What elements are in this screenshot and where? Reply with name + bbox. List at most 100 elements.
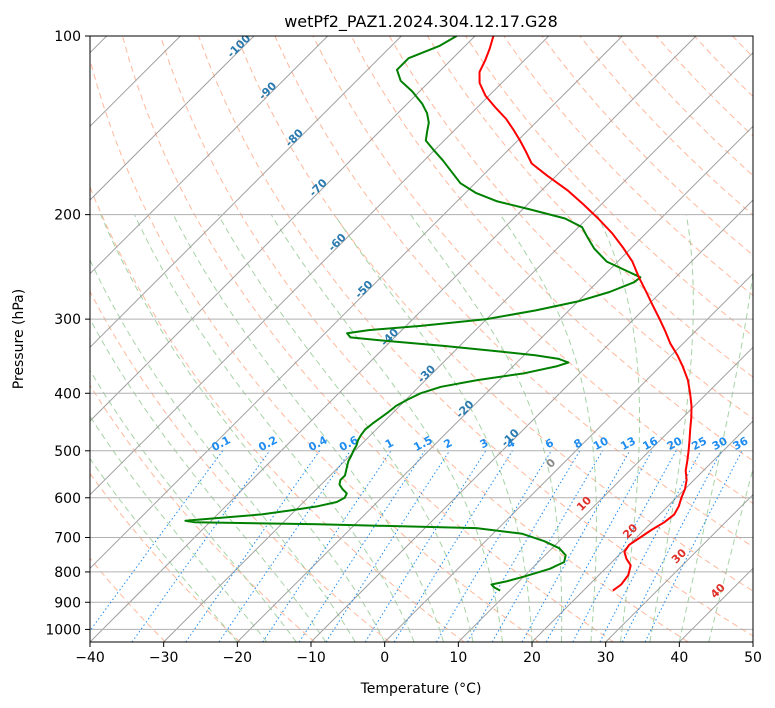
moist-adiabat <box>90 457 238 642</box>
isotherm <box>90 36 623 570</box>
y-tick-label: 400 <box>54 386 81 402</box>
temperature-profile-line <box>478 36 693 592</box>
moist-adiabat-label: 0 <box>544 456 559 471</box>
mixing-ratio-label: 30 <box>710 434 730 453</box>
moist-adiabat-label: 30 <box>669 546 689 566</box>
isotherm <box>531 420 753 642</box>
dry-adiabat <box>236 36 753 592</box>
isotherm <box>163 51 753 642</box>
dry-adiabat <box>465 36 753 337</box>
dry-adiabat <box>426 36 753 378</box>
mixing-ratio-line <box>467 450 581 642</box>
dry-adiabat <box>121 36 614 642</box>
isotherm <box>605 493 753 642</box>
x-tick-label: 50 <box>744 650 762 666</box>
isotherm <box>90 36 476 422</box>
y-tick-label: 800 <box>54 565 81 581</box>
moist-adiabats <box>90 214 753 642</box>
moist-adiabat <box>708 466 753 642</box>
moist-adiabat <box>90 258 356 642</box>
isotherm <box>310 199 753 642</box>
dry-adiabat <box>771 36 775 642</box>
moist-adiabat <box>90 415 268 642</box>
x-axis-label: Temperature (°C) <box>360 681 482 697</box>
dry-adiabat <box>90 185 465 642</box>
y-axis-ticks: 1000 900 800 700 600 500 400 300 200 100 <box>45 29 90 638</box>
y-tick-label: 900 <box>54 595 81 611</box>
dry-adiabat <box>90 57 540 642</box>
dewpoint-profile-line <box>184 36 642 592</box>
moist-adiabat <box>596 214 640 642</box>
isotherm <box>384 272 753 642</box>
moist-adiabat <box>217 214 474 642</box>
isobar-lines <box>90 36 753 630</box>
mixing-ratio-label: 25 <box>689 434 709 453</box>
dry-adiabat <box>90 472 241 642</box>
x-tick-label: 0 <box>380 650 389 666</box>
chart-title: wetPf2_PAZ1.2024.304.12.17.G28 <box>284 12 558 32</box>
mixing-ratio-label: 10 <box>591 434 611 453</box>
y-tick-label: 600 <box>54 491 81 507</box>
moist-adiabat <box>90 318 327 642</box>
moist-adiabat-label: 10 <box>574 493 594 513</box>
mixing-ratio-line <box>262 450 392 642</box>
x-tick-label: −10 <box>296 650 326 666</box>
y-tick-label: 1000 <box>45 622 81 638</box>
dry-adiabat-label: -90 <box>256 79 279 102</box>
dry-adiabat <box>388 36 753 420</box>
dry-adiabat <box>503 36 753 296</box>
dry-adiabat <box>274 36 753 548</box>
mixing-ratio-line <box>545 450 653 642</box>
moist-adiabat <box>649 214 694 642</box>
isotherm <box>90 36 697 642</box>
x-tick-label: 20 <box>523 650 541 666</box>
dry-adiabat <box>90 290 390 642</box>
moist-adiabat <box>410 214 563 642</box>
mixing-ratio-line <box>90 450 224 632</box>
moist-adiabat <box>172 214 445 642</box>
y-tick-label: 300 <box>54 312 81 328</box>
moist-adiabat <box>270 214 503 642</box>
dry-adiabat-label: -30 <box>415 362 438 385</box>
mixing-ratio-label: 2 <box>442 436 455 451</box>
isotherm <box>457 346 753 642</box>
mixing-ratio-lines <box>90 450 743 642</box>
isotherm <box>236 125 753 642</box>
x-tick-label: −30 <box>149 650 179 666</box>
isotherm <box>90 36 329 275</box>
y-tick-label: 200 <box>54 208 81 224</box>
mixing-ratio-line <box>435 450 552 642</box>
mixing-ratio-line <box>644 450 743 642</box>
plot-area: 0.1 0.2 0.4 0.6 1 1.5 2 3 4 6 8 10 13 16 20 25 30 36-100-… <box>90 36 775 642</box>
mixing-ratio-line <box>325 450 451 642</box>
y-axis-label: Pressure (hPa) <box>11 289 27 389</box>
mixing-ratio-line <box>185 450 321 642</box>
x-tick-label: 10 <box>449 650 467 666</box>
moist-adiabat <box>90 369 297 642</box>
isotherm <box>90 36 550 496</box>
dry-adiabat-label: -60 <box>326 231 349 254</box>
dry-adiabat <box>693 36 753 98</box>
plot-frame <box>89 35 754 643</box>
isotherm <box>90 36 402 349</box>
x-axis-ticks: −40 −30 −20 −10 0 10 20 30 40 50 <box>75 642 762 666</box>
moist-adiabat <box>100 214 386 642</box>
moist-adiabat <box>134 214 415 642</box>
dry-adiabat-label: -50 <box>352 278 375 301</box>
dry-adiabat-label: -80 <box>283 126 306 149</box>
dry-adiabat-label: -20 <box>453 398 476 421</box>
x-tick-label: −40 <box>75 650 105 666</box>
x-tick-label: −20 <box>223 650 253 666</box>
mixing-ratio-label: 20 <box>665 434 685 453</box>
dry-adiabat-label: -70 <box>307 176 330 199</box>
mixing-ratio-line <box>521 450 631 642</box>
dry-adiabat <box>90 384 316 642</box>
mixing-ratio-line <box>218 450 351 642</box>
isotherm <box>752 641 753 642</box>
moist-adiabat-label: 40 <box>708 581 728 601</box>
dry-adiabat <box>312 36 753 505</box>
y-tick-label: 700 <box>54 531 81 547</box>
isotherm <box>678 567 753 642</box>
x-tick-label: 30 <box>597 650 615 666</box>
